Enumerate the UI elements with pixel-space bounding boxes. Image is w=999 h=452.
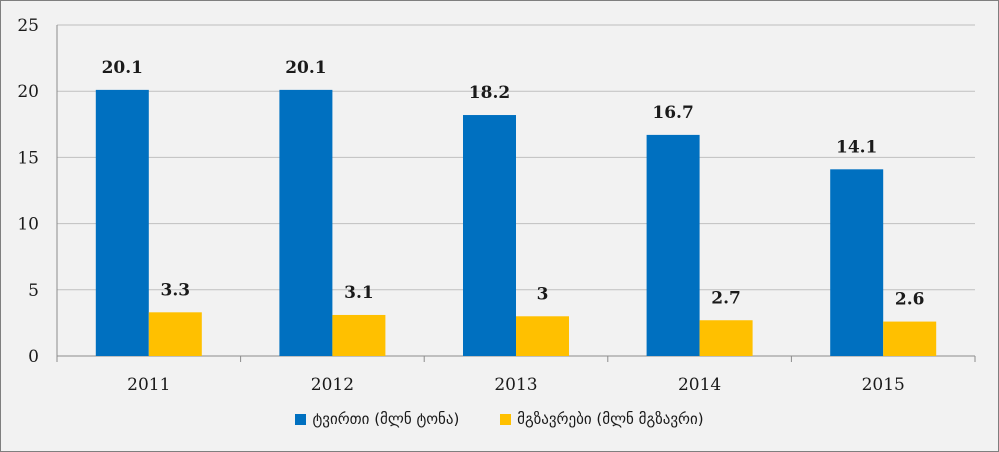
data-label: 2.6 [895,290,925,310]
bar-freight-2013 [463,115,516,356]
data-label: 3.1 [344,283,374,303]
data-label: 20.1 [285,58,326,78]
legend-item-freight: ტვირთი (მლნ ტონა) [295,410,459,428]
y-tick-label: 20 [17,82,39,102]
x-tick-label: 2013 [494,375,537,395]
data-label: 18.2 [469,83,510,103]
gridlines [56,24,975,357]
legend-swatch-passengers [500,413,512,425]
y-tick-label: 0 [28,347,39,367]
bar-freight-2014 [646,134,700,356]
y-tick-label: 5 [28,281,39,301]
x-tick-label: 2012 [311,375,354,395]
x-tick-label: 2011 [127,375,170,395]
bar-passengers-2015 [883,321,937,356]
data-label: 20.1 [102,58,143,78]
x-tick-label: 2015 [862,375,905,395]
data-label: 3 [537,284,549,304]
x-axis-ticks: 2011 2012 2013 2014 2015 [56,356,976,395]
y-tick-label: 25 [17,16,39,36]
bars [95,89,937,356]
bar-freight-2011 [95,89,149,356]
legend-item-passengers: მგზავრები (მლნ მგზავრი) [500,410,704,428]
bar-freight-2015 [830,169,884,356]
data-label: 2.7 [711,288,741,308]
x-tick-label: 2014 [678,375,721,395]
data-label: 14.1 [836,137,877,157]
data-label: 16.7 [652,103,693,123]
legend-label-freight: ტვირთი (მლნ ტონა) [312,410,460,428]
bar-passengers-2011 [148,312,202,356]
bar-freight-2012 [279,89,333,356]
data-labels: 20.1 3.3 20.1 3.1 18.2 3 16.7 2.7 14.1 2.6 [102,58,925,310]
y-tick-label: 15 [17,148,39,168]
bar-passengers-2013 [516,316,569,356]
y-tick-label: 10 [17,215,39,235]
y-axis-ticks: 0 5 10 15 20 25 [17,16,39,367]
bar-passengers-2014 [699,320,753,356]
bar-passengers-2012 [332,314,386,356]
data-label: 3.3 [161,280,191,300]
legend: ტვირთი (მლნ ტონა) მგზავრები (მლნ მგზავრი… [0,410,999,429]
legend-swatch-freight [295,413,307,425]
legend-label-passengers: მგზავრები (მლნ მგზავრი) [517,410,704,428]
